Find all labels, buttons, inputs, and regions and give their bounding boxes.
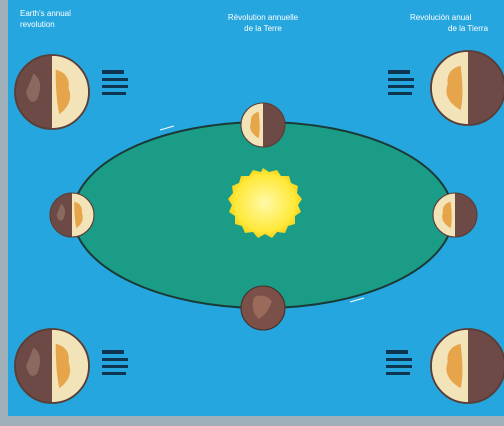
earth bbox=[432, 192, 478, 238]
orbit-arrows bbox=[159, 125, 365, 303]
title-center: Révolution annuelle bbox=[228, 13, 299, 22]
earth bbox=[240, 285, 286, 331]
earth bbox=[240, 102, 286, 148]
title-right: de la Tierra bbox=[448, 24, 489, 33]
sun bbox=[228, 168, 302, 238]
earth bbox=[49, 192, 95, 238]
earth-detail bbox=[14, 54, 90, 130]
title-center: de la Terre bbox=[244, 24, 282, 33]
small-captions bbox=[102, 70, 414, 375]
earth-detail bbox=[430, 50, 504, 126]
title-left: Earth's annual bbox=[20, 9, 71, 18]
earth-detail bbox=[430, 328, 504, 404]
title-right: Revolución anual bbox=[410, 13, 472, 22]
title-left: revolution bbox=[20, 20, 55, 29]
earth-detail bbox=[14, 328, 90, 404]
